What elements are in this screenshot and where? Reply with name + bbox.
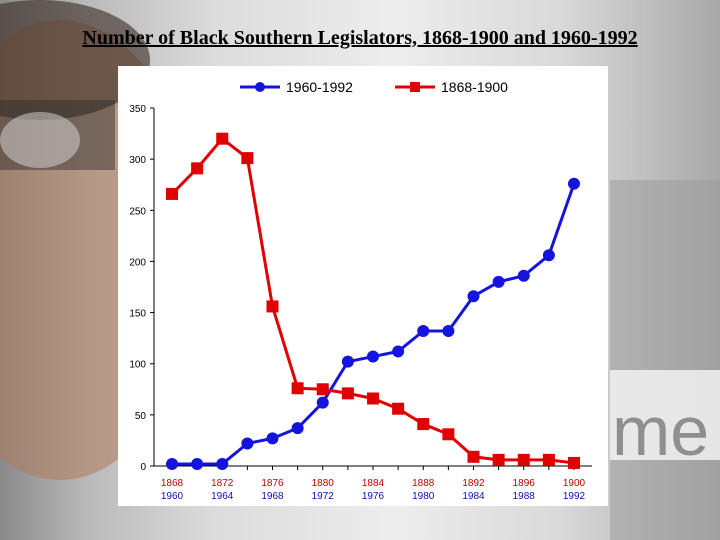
data-point-1960-1992 <box>542 249 555 262</box>
x-tick-label-top: 1868 <box>161 478 184 489</box>
y-tick-label: 300 <box>129 155 146 166</box>
data-point-1960-1992 <box>316 396 329 409</box>
data-point-1960-1992 <box>392 345 405 358</box>
data-point-1960-1992 <box>568 177 580 190</box>
svg-text:me: me <box>612 392 709 470</box>
data-point-1960-1992 <box>517 269 530 282</box>
data-point-1868-1900 <box>216 132 229 145</box>
legend-swatch-circle <box>240 82 281 92</box>
data-point-1960-1992 <box>241 437 254 450</box>
legend-label: 1868-1900 <box>441 79 508 95</box>
x-tick-label-top: 1896 <box>513 478 536 489</box>
data-point-1868-1900 <box>517 453 530 466</box>
data-point-1868-1900 <box>492 453 505 466</box>
data-point-1868-1900 <box>291 382 304 395</box>
x-tick-label-top: 1876 <box>261 478 284 489</box>
y-tick-label: 0 <box>140 462 146 473</box>
x-tick-label-bottom: 1968 <box>261 491 284 502</box>
data-point-1868-1900 <box>542 453 555 466</box>
data-point-1868-1900 <box>367 392 379 405</box>
y-tick-label: 250 <box>129 206 146 217</box>
legend-entry-1868-1900: 1868-1900 <box>393 79 508 95</box>
x-tick-label-bottom: 1988 <box>513 491 536 502</box>
y-tick-label: 100 <box>129 360 146 371</box>
y-tick-label: 150 <box>129 309 146 320</box>
series-line-1960-1992 <box>172 183 576 466</box>
data-point-1868-1900 <box>442 428 455 441</box>
data-point-1960-1992 <box>341 355 354 368</box>
data-point-1868-1900 <box>568 456 580 469</box>
data-point-1868-1900 <box>241 152 254 165</box>
data-point-1868-1900 <box>341 387 354 400</box>
data-point-1868-1900 <box>392 402 405 415</box>
x-tick-label-top: 1892 <box>462 478 485 489</box>
data-point-1868-1900 <box>191 162 204 175</box>
data-point-1868-1900 <box>316 383 329 396</box>
legend-entry-1960-1992: 1960-1992 <box>238 79 353 95</box>
data-point-1868-1900 <box>166 187 178 200</box>
data-point-1868-1900 <box>467 450 480 463</box>
legend-label: 1960-1992 <box>286 79 353 95</box>
data-point-1960-1992 <box>166 457 178 470</box>
data-point-1960-1992 <box>266 432 279 445</box>
slide-title: Number of Black Southern Legislators, 18… <box>82 27 638 49</box>
x-tick-label-bottom: 1984 <box>462 491 485 502</box>
data-point-1868-1900 <box>266 300 279 313</box>
x-tick-label-bottom: 1972 <box>312 491 335 502</box>
data-point-1960-1992 <box>442 324 455 337</box>
line-chart: 0 50 100 150 200 250 300 350 1868 1960 1872 1964 187… <box>129 104 592 502</box>
x-tick-label-bottom: 1992 <box>563 491 586 502</box>
y-tick-label: 50 <box>135 411 147 422</box>
legend-swatch-square <box>395 82 436 92</box>
y-tick-label: 200 <box>129 257 146 268</box>
data-point-1960-1992 <box>216 457 229 470</box>
x-tick-label-top: 1900 <box>563 478 586 489</box>
chart-panel: 0 50 100 150 200 250 300 350 1868 1960 1872 1964 187… <box>118 66 608 506</box>
y-tick-label: 350 <box>129 104 146 115</box>
data-point-1960-1992 <box>367 350 379 363</box>
x-tick-label-top: 1872 <box>211 478 234 489</box>
chart-legend: 1960-1992 1868-1900 <box>218 76 528 98</box>
x-tick-label-bottom: 1980 <box>412 491 435 502</box>
x-tick-label-bottom: 1976 <box>362 491 385 502</box>
data-point-1960-1992 <box>467 290 480 303</box>
data-point-1960-1992 <box>291 422 304 435</box>
data-point-1960-1992 <box>417 324 430 337</box>
x-tick-label-top: 1884 <box>362 478 385 489</box>
x-tick-label-top: 1888 <box>412 478 435 489</box>
x-tick-label-bottom: 1960 <box>161 491 184 502</box>
data-point-1868-1900 <box>417 418 430 431</box>
x-tick-label-bottom: 1964 <box>211 491 234 502</box>
data-point-1960-1992 <box>492 275 505 288</box>
data-point-1960-1992 <box>191 457 204 470</box>
x-tick-label-top: 1880 <box>312 478 335 489</box>
series-line-1868-1900 <box>170 137 575 465</box>
